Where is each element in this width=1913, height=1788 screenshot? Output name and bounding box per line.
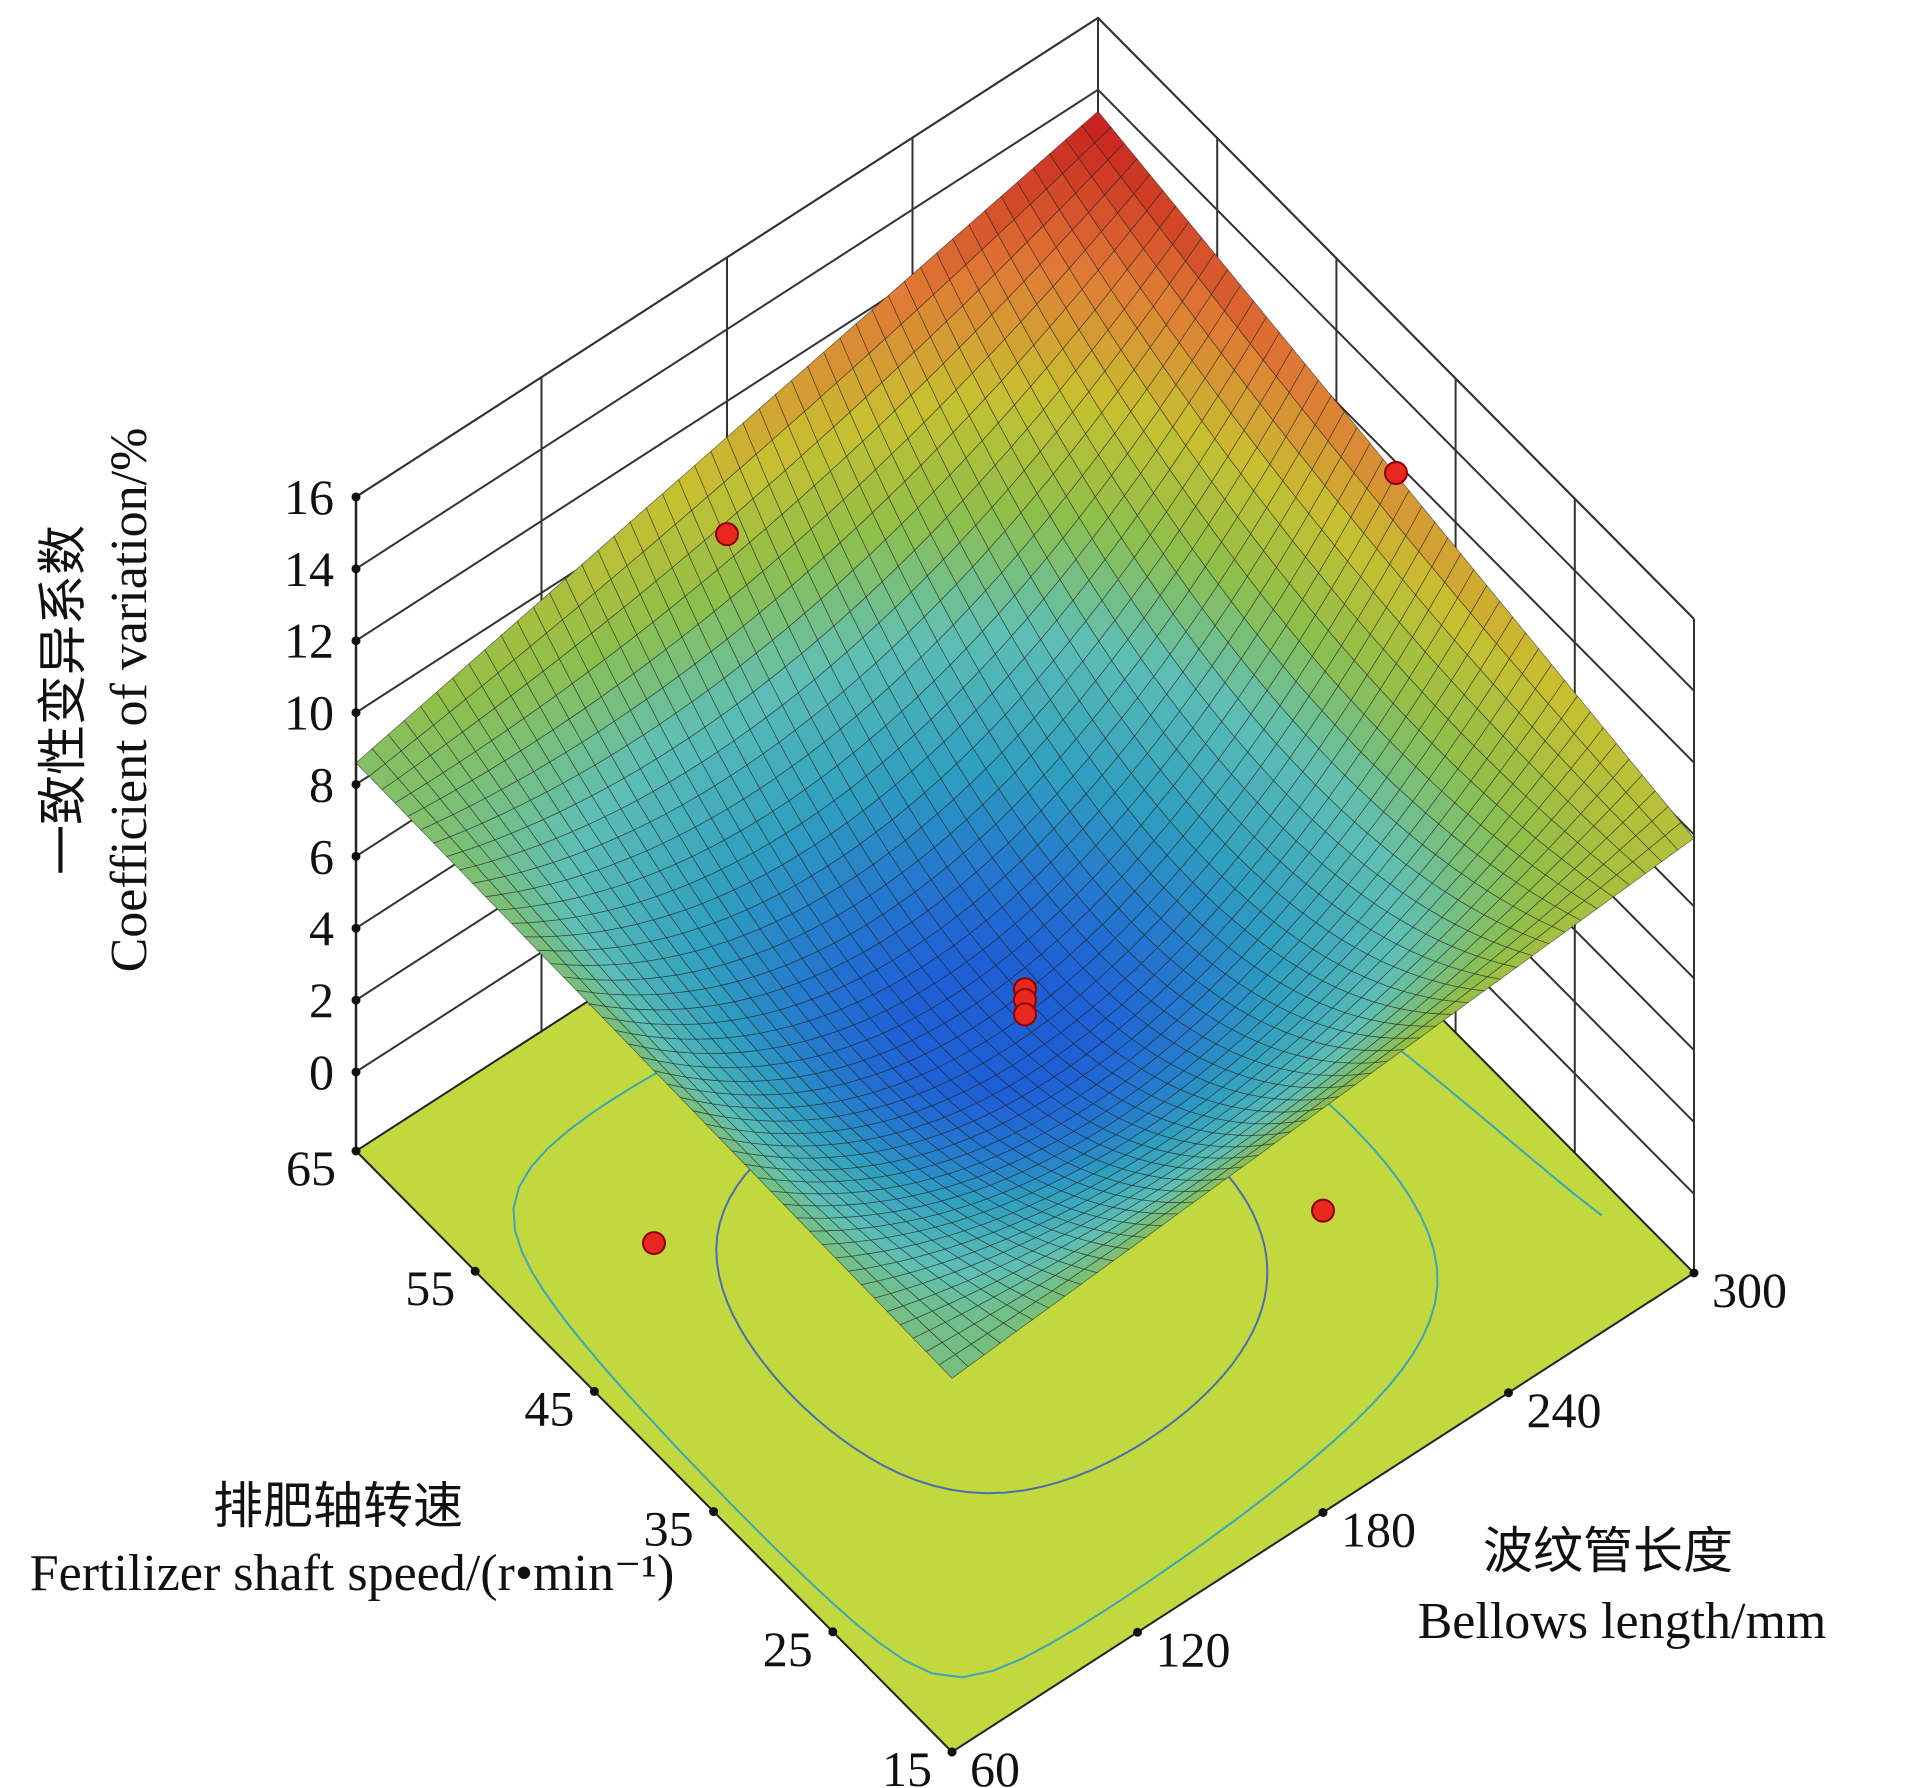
x-tick-mark: [828, 1627, 838, 1637]
z-tick-label: 4: [309, 900, 334, 956]
y-tick-mark: [1318, 1508, 1328, 1517]
z-axis-label-zh: 一致性变异系数: [34, 525, 92, 875]
z-tick-mark: [351, 851, 361, 861]
z-tick-mark: [351, 779, 361, 789]
wall-top-edge: [355, 16, 1695, 620]
design-point: [1384, 460, 1408, 485]
z-tick-mark: [351, 492, 361, 502]
x-tick-label: 65: [286, 1140, 336, 1196]
design-point: [642, 1231, 666, 1256]
z-tick-mark: [351, 708, 361, 718]
x-tick-label: 55: [405, 1260, 455, 1316]
x-tick-mark: [709, 1507, 719, 1517]
surface-cell: [1081, 110, 1112, 144]
tick-marks: 0 2 4 6 8 10 12 14 16 15 25 35 45 55 65 60 120 180 240 300: [284, 469, 1787, 1788]
z-tick-label: 8: [309, 756, 334, 812]
y-tick-mark: [1133, 1627, 1142, 1637]
design-point: [715, 522, 739, 547]
y-tick-label: 240: [1527, 1382, 1602, 1438]
y-tick-mark: [947, 1747, 957, 1757]
design-points: [642, 460, 1408, 1256]
y-tick-mark: [1689, 1268, 1699, 1278]
x-tick-mark: [351, 1146, 361, 1156]
y-tick-mark: [1504, 1388, 1513, 1398]
y-tick-label: 180: [1341, 1502, 1416, 1558]
x-axis-label-en: Fertilizer shaft speed/(r•min⁻¹): [30, 1545, 675, 1602]
z-axis-title: 一致性变异系数 Coefficient of variation/%: [34, 428, 158, 973]
z-tick-label: 12: [284, 613, 334, 669]
z-tick-mark: [351, 1067, 361, 1077]
z-tick-mark: [351, 564, 361, 574]
y-axis-label-en: Bellows length/mm: [1418, 1593, 1827, 1650]
x-tick-mark: [470, 1266, 480, 1276]
z-tick-label: 0: [309, 1044, 334, 1100]
y-tick-label: 300: [1712, 1262, 1787, 1318]
z-tick-mark: [351, 995, 361, 1005]
z-tick-mark: [351, 636, 361, 646]
x-axis-label-zh: 排肥轴转速: [213, 1477, 463, 1535]
x-tick-label: 45: [524, 1380, 574, 1436]
z-tick-label: 6: [309, 828, 334, 884]
y-tick-label: 60: [970, 1741, 1020, 1788]
z-tick-label: 16: [284, 469, 334, 525]
z-tick-label: 10: [284, 685, 334, 741]
y-tick-label: 120: [1156, 1621, 1231, 1677]
x-tick-label: 15: [882, 1741, 932, 1788]
response-surface: [355, 110, 1695, 1379]
z-axis-label-en: Coefficient of variation/%: [101, 428, 158, 973]
y-axis-label-zh: 波纹管长度: [1483, 1522, 1733, 1580]
z-tick-label: 2: [309, 972, 334, 1028]
design-point: [1311, 1198, 1335, 1223]
x-tick-mark: [589, 1386, 599, 1396]
design-point: [1013, 1002, 1037, 1027]
z-tick-label: 14: [284, 541, 334, 597]
z-tick-mark: [351, 923, 361, 933]
x-tick-label: 35: [644, 1501, 694, 1557]
x-tick-label: 25: [763, 1621, 813, 1677]
